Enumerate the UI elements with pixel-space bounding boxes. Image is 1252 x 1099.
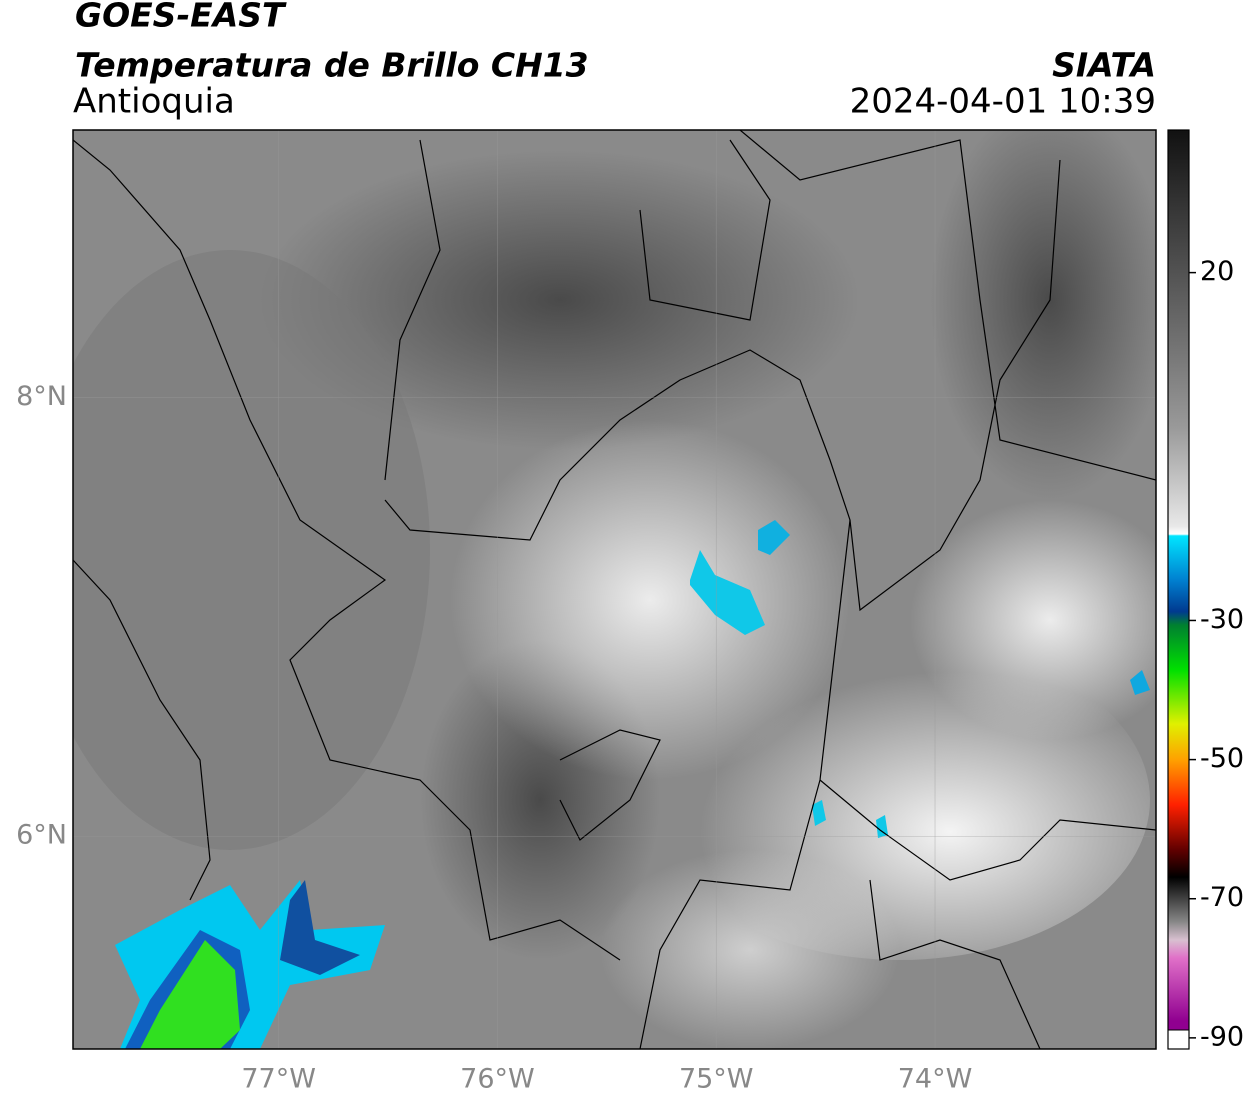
x-tick-label: 77°W bbox=[241, 1064, 316, 1095]
colorbar-frame bbox=[1167, 129, 1190, 1050]
title: GOES-EAST bbox=[75, 0, 287, 35]
region: Antioquia bbox=[73, 82, 235, 122]
colorbar-tick-label: -50 bbox=[1200, 743, 1244, 774]
source: SIATA bbox=[1052, 46, 1156, 85]
x-tick-label: 76°W bbox=[460, 1064, 535, 1095]
colorbar bbox=[1168, 130, 1189, 1030]
imagery bbox=[73, 130, 1156, 1049]
y-tick-label: 8°N bbox=[16, 381, 67, 412]
y-tick-label: 6°N bbox=[16, 820, 67, 851]
x-tick-label: 74°W bbox=[898, 1064, 973, 1095]
subtitle: Temperatura de Brillo CH13 bbox=[75, 46, 589, 85]
map-frame bbox=[72, 129, 1157, 1050]
colorbar-tick-label: -30 bbox=[1200, 604, 1244, 635]
colorbar-under bbox=[1167, 1029, 1190, 1050]
colorbar-tick-label: 20 bbox=[1200, 256, 1234, 287]
colorbar-tick-label: -70 bbox=[1200, 882, 1244, 913]
colorbar-tick-label: -90 bbox=[1200, 1021, 1244, 1052]
datetime: 2024-04-01 10:39 bbox=[850, 82, 1156, 122]
x-tick-label: 75°W bbox=[679, 1064, 754, 1095]
